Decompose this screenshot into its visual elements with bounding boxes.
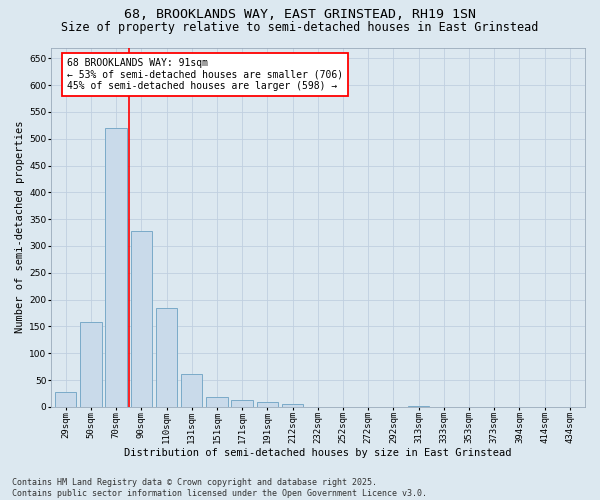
Text: Contains HM Land Registry data © Crown copyright and database right 2025.
Contai: Contains HM Land Registry data © Crown c… [12,478,427,498]
Bar [282,404,303,407]
Bar [206,398,227,407]
Bar [181,374,202,407]
Bar [106,128,127,407]
Bar [55,392,76,407]
X-axis label: Distribution of semi-detached houses by size in East Grinstead: Distribution of semi-detached houses by … [124,448,512,458]
Bar [408,406,430,407]
Bar [131,231,152,407]
Bar [156,308,177,407]
Text: 68, BROOKLANDS WAY, EAST GRINSTEAD, RH19 1SN: 68, BROOKLANDS WAY, EAST GRINSTEAD, RH19… [124,8,476,20]
Bar [257,402,278,407]
Bar [232,400,253,407]
Y-axis label: Number of semi-detached properties: Number of semi-detached properties [15,121,25,334]
Text: Size of property relative to semi-detached houses in East Grinstead: Size of property relative to semi-detach… [61,21,539,34]
Text: 68 BROOKLANDS WAY: 91sqm
← 53% of semi-detached houses are smaller (706)
45% of : 68 BROOKLANDS WAY: 91sqm ← 53% of semi-d… [67,58,343,92]
Bar [80,322,101,407]
